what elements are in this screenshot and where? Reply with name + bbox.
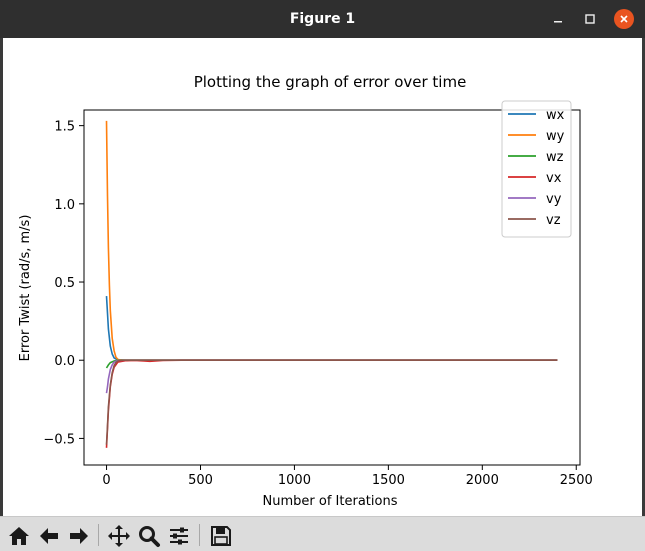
window-border-right [642, 38, 645, 516]
minimize-button[interactable] [548, 9, 568, 29]
save-icon [211, 526, 231, 546]
y-tick-label: 1.5 [54, 120, 75, 135]
series-lines [105, 120, 558, 448]
axis-ticks: 0 500 1000 1500 2000 2500 −0.5 0.0 0.5 1.0 1.5 [43, 120, 592, 488]
chart: Plotting the graph of error over time 0 5… [18, 73, 593, 509]
series-line-vz [105, 359, 558, 445]
legend: wx wy wz vx vy vz [501, 100, 572, 238]
window-border-left [0, 38, 3, 516]
configure-subplots-button[interactable] [166, 523, 192, 549]
pan-icon [108, 525, 130, 547]
x-tick-label: 1000 [278, 473, 311, 488]
x-tick-label: 500 [188, 473, 213, 488]
legend-label-vx: vx [546, 171, 562, 186]
x-tick-label: 0 [102, 473, 110, 488]
home-button[interactable] [6, 523, 32, 549]
configure-subplots-icon [170, 527, 188, 545]
minimize-icon [554, 21, 562, 23]
legend-label-wx: wx [546, 108, 565, 123]
x-tick-label: 1500 [372, 473, 405, 488]
x-tick-label: 2000 [466, 473, 499, 488]
toolbar-separator [199, 524, 200, 546]
legend-label-wz: wz [546, 150, 564, 165]
title-bar: Figure 1 [0, 0, 645, 38]
y-tick-label: 0.0 [54, 354, 75, 369]
zoom-button[interactable] [136, 523, 162, 549]
forward-arrow-icon [70, 528, 88, 544]
y-tick-label: 0.5 [54, 276, 75, 291]
home-icon [9, 527, 29, 545]
figure-canvas[interactable]: Plotting the graph of error over time 0 5… [3, 38, 642, 516]
forward-button[interactable] [66, 523, 92, 549]
back-button[interactable] [36, 523, 62, 549]
legend-label-vz: vz [546, 213, 561, 228]
plot-area [83, 109, 581, 466]
navigation-toolbar [0, 516, 645, 551]
x-axis-label: Number of Iterations [263, 494, 398, 509]
close-icon [620, 15, 628, 23]
save-button[interactable] [208, 523, 234, 549]
legend-label-vy: vy [546, 192, 562, 207]
pan-button[interactable] [106, 523, 132, 549]
zoom-icon [139, 526, 160, 547]
legend-label-wy: wy [546, 129, 565, 144]
y-tick-label: 1.0 [54, 198, 75, 213]
maximize-button[interactable] [580, 9, 600, 29]
close-button[interactable] [614, 9, 634, 29]
back-arrow-icon [40, 528, 58, 544]
window-title: Figure 1 [289, 11, 356, 27]
x-tick-label: 2500 [560, 473, 593, 488]
chart-title: Plotting the graph of error over time [194, 73, 467, 91]
maximize-icon [585, 14, 595, 24]
y-axis-label: Error Twist (rad/s, m/s) [18, 215, 33, 362]
toolbar-separator [98, 524, 99, 546]
y-tick-label: −0.5 [43, 432, 75, 447]
